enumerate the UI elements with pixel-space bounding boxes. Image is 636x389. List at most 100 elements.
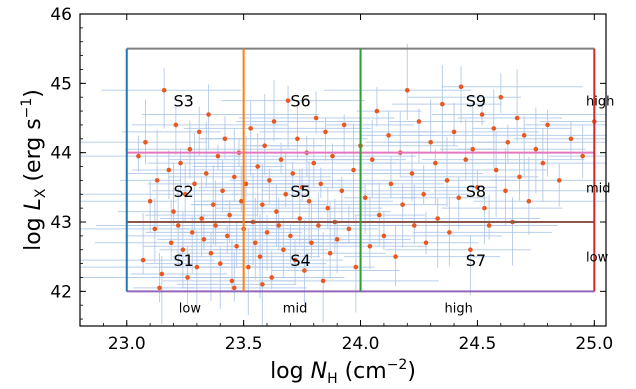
data-point xyxy=(157,285,162,291)
data-point xyxy=(393,254,398,259)
data-point xyxy=(234,243,239,249)
data-point xyxy=(192,181,197,187)
data-point xyxy=(386,133,391,138)
data-point xyxy=(229,278,235,284)
y-tick-label: 44 xyxy=(50,144,72,164)
data-point xyxy=(556,178,562,183)
data-point xyxy=(351,167,356,173)
data-point xyxy=(580,153,585,159)
data-point xyxy=(246,264,251,270)
data-point xyxy=(243,181,249,187)
data-point xyxy=(143,139,148,145)
data-point xyxy=(374,108,380,114)
y-tick-label: 45 xyxy=(50,74,72,94)
data-point xyxy=(521,133,527,138)
data-point xyxy=(152,226,158,232)
data-point xyxy=(210,202,216,207)
data-point xyxy=(475,185,480,190)
y-axis-label: log LX (erg s−1) xyxy=(19,89,49,251)
x-tick-label: 25.0 xyxy=(575,334,613,354)
data-point xyxy=(325,205,331,211)
data-point xyxy=(196,129,202,135)
data-point xyxy=(175,223,181,228)
data-point xyxy=(369,157,375,162)
data-point xyxy=(185,275,190,280)
data-point xyxy=(517,174,522,180)
region-label: S8 xyxy=(466,182,486,201)
data-point xyxy=(182,191,188,197)
data-point xyxy=(463,157,469,162)
x-bin-label: mid xyxy=(283,302,308,317)
x-tick-label: 23.5 xyxy=(225,334,263,354)
data-point xyxy=(299,185,305,190)
data-point xyxy=(341,122,347,128)
y-bin-label: mid xyxy=(586,181,611,196)
region-label: S2 xyxy=(174,182,194,201)
data-point xyxy=(227,212,232,218)
data-point xyxy=(264,230,270,235)
data-point xyxy=(262,143,267,149)
data-point xyxy=(253,240,258,246)
data-point xyxy=(285,98,291,103)
data-point xyxy=(269,275,274,280)
data-point xyxy=(309,240,314,246)
data-point xyxy=(257,254,263,259)
data-point xyxy=(479,112,485,117)
data-point xyxy=(503,188,508,194)
data-point xyxy=(440,101,445,107)
data-point xyxy=(334,237,340,242)
boundary-layer xyxy=(125,47,596,293)
data-point xyxy=(447,230,452,235)
data-point xyxy=(159,271,165,277)
region-label: S3 xyxy=(174,92,194,111)
data-point xyxy=(482,205,487,211)
data-point xyxy=(178,160,183,166)
data-point xyxy=(140,257,146,263)
region-label: S7 xyxy=(466,251,486,270)
region-label: S1 xyxy=(174,251,194,270)
data-point xyxy=(199,216,204,221)
data-point xyxy=(498,94,504,100)
data-point xyxy=(295,136,300,142)
errorbar-layer xyxy=(80,43,606,326)
region-label: S5 xyxy=(290,182,310,201)
data-point xyxy=(545,122,550,128)
data-point xyxy=(433,160,438,166)
data-point xyxy=(318,181,324,187)
data-point xyxy=(468,247,473,253)
data-point xyxy=(189,230,195,235)
data-point xyxy=(147,198,153,204)
data-point xyxy=(540,160,546,166)
data-point xyxy=(260,202,265,207)
x-tick-label: 23.0 xyxy=(108,334,146,354)
data-point xyxy=(203,171,209,176)
axes-layer: 23.0 23.5 24.0 24.5 25.0 42 43 44 45 46 log NH (cm… xyxy=(19,5,613,387)
y-bin-label: low xyxy=(586,251,609,266)
data-point xyxy=(292,257,298,263)
data-point xyxy=(166,167,172,173)
data-point xyxy=(171,209,176,214)
data-point xyxy=(316,223,321,228)
data-point xyxy=(220,188,225,194)
data-point xyxy=(381,233,387,239)
data-point xyxy=(388,181,394,187)
data-point xyxy=(514,115,520,121)
y-bin-label: high xyxy=(586,95,614,110)
data-point xyxy=(208,250,214,256)
y-tick-label: 43 xyxy=(50,213,72,233)
data-point xyxy=(231,285,237,291)
data-point xyxy=(505,139,511,145)
data-point xyxy=(470,146,476,152)
data-point xyxy=(526,198,532,204)
y-tick-label: 46 xyxy=(50,5,72,25)
data-point xyxy=(281,247,286,253)
data-point xyxy=(168,240,174,246)
data-point xyxy=(239,198,244,204)
x-bin-label: high xyxy=(445,302,473,317)
data-point xyxy=(187,146,193,152)
data-point xyxy=(288,233,293,239)
data-point xyxy=(224,233,230,239)
region-label: S4 xyxy=(290,251,310,270)
data-point xyxy=(290,171,296,176)
